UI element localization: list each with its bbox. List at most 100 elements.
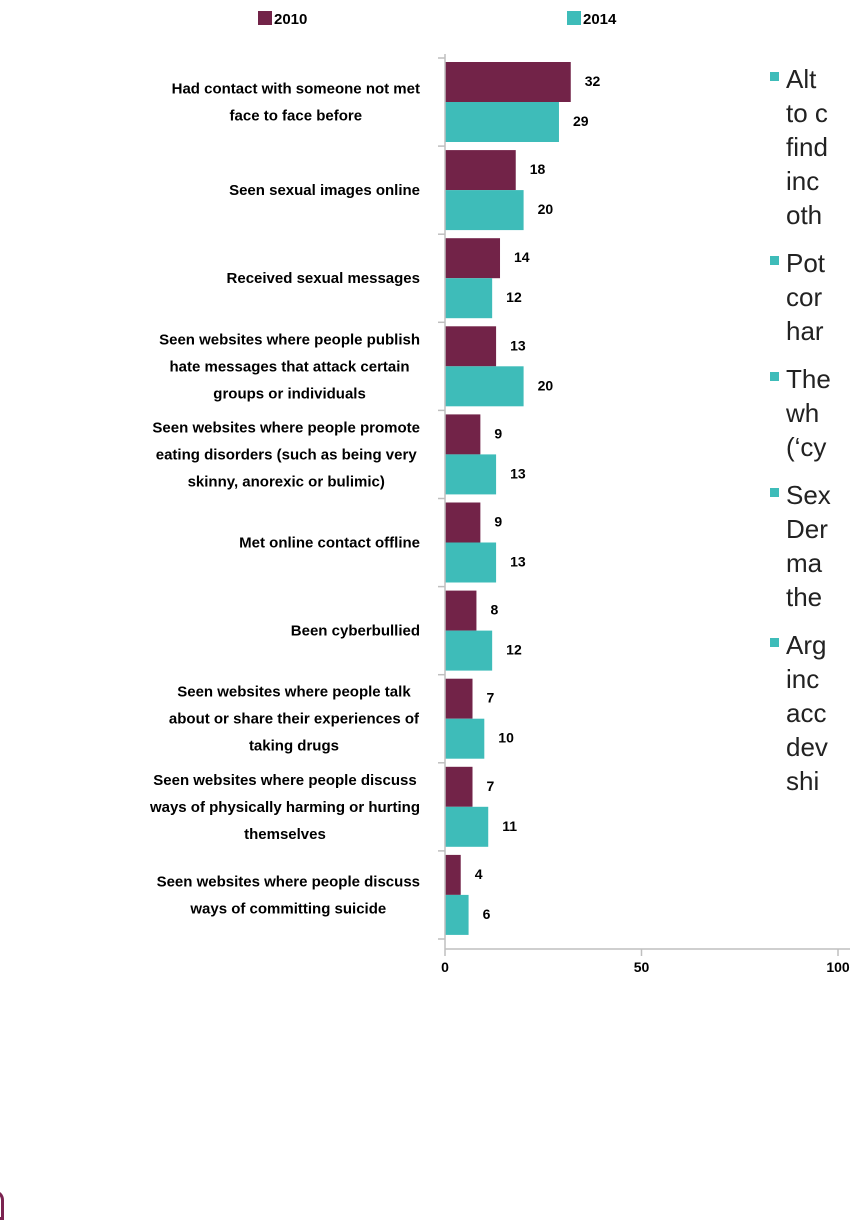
note-line: oth (786, 200, 823, 230)
note-line: acc (786, 698, 827, 728)
x-tick-label: 0 (441, 959, 449, 975)
category-label: Seen websites where people discuss ways o… (149, 772, 420, 843)
note-item: Alt to c find inc oth (770, 62, 850, 232)
category-label-line: Had contact with someone not met (172, 81, 420, 98)
bar-2010 (445, 62, 571, 102)
bar-2010 (445, 326, 497, 367)
category-label-line: skinny, anorexic or bulimic) (188, 473, 385, 490)
note-line: shi (786, 766, 820, 796)
value-label-2014: 11 (502, 818, 517, 834)
bar-2014 (445, 542, 497, 583)
category-label-line: Seen websites where people talk (177, 684, 411, 701)
note-line: Sex (786, 480, 831, 510)
category-label: Seen websites where people discuss ways o… (157, 873, 420, 917)
category-label: Been cyberbullied (291, 623, 420, 640)
category-label-line: Seen websites where people discuss (157, 873, 420, 890)
bar-2010 (445, 766, 473, 807)
notes-panel: Alt to c find inc oth Pot cor har The wh (‘cy Sex De… (770, 62, 850, 1062)
note-line: dev (786, 732, 828, 762)
x-tick-label: 50 (634, 959, 650, 975)
note-line: Pot (786, 248, 826, 278)
bullet-icon (770, 256, 779, 265)
value-label-2014: 20 (538, 377, 554, 393)
note-line: The (786, 364, 831, 394)
bar-2010 (445, 590, 477, 631)
note-line: find (786, 132, 828, 162)
note-line: to c (786, 98, 828, 128)
category-label: Received sexual messages (227, 270, 420, 287)
bar-2010 (445, 414, 481, 455)
value-label-2014: 10 (498, 730, 514, 746)
category-label-line: Seen websites where people publish (159, 331, 420, 348)
category-label: Had contact with someone not met face to … (172, 81, 420, 125)
note-line: inc (786, 664, 820, 694)
note-line: Alt (786, 64, 817, 94)
value-label-2014: 12 (506, 642, 522, 658)
note-line: har (786, 316, 824, 346)
value-label-2010: 14 (514, 249, 530, 265)
bar-2014 (445, 366, 524, 407)
category-label-line: face to face before (230, 108, 363, 125)
category-label: Seen websites where people promote eating… (152, 419, 420, 490)
value-label-2010: 13 (510, 337, 526, 353)
bar-2014 (445, 894, 469, 935)
note-line: inc (786, 166, 820, 196)
bullet-icon (770, 372, 779, 381)
bullet-icon (770, 488, 779, 497)
category-label: Seen sexual images online (229, 182, 420, 199)
bar-2014 (445, 102, 559, 142)
category-label: Seen websites where people talk about or … (169, 684, 420, 755)
category-label: Seen websites where people publish hate m… (159, 331, 420, 402)
note-line: wh (786, 398, 820, 428)
bar-2014 (445, 454, 497, 495)
bar-2010 (445, 150, 516, 191)
bar-2010 (445, 678, 473, 719)
note-item: The wh (‘cy (770, 362, 850, 464)
value-label-2014: 29 (573, 113, 589, 129)
value-label-2010: 18 (530, 161, 546, 177)
bar-2010 (445, 502, 481, 543)
value-label-2014: 13 (510, 554, 526, 570)
note-line: the (786, 582, 823, 612)
bullet-icon (770, 638, 779, 647)
legend-swatch-2010 (258, 11, 272, 25)
legend-label-2010: 2010 (274, 11, 307, 28)
bar-2014 (445, 718, 485, 759)
category-label: Met online contact offline (239, 535, 420, 552)
value-label-2010: 32 (585, 73, 601, 89)
category-label-line: Seen websites where people discuss (153, 772, 416, 789)
note-line: Arg (786, 630, 827, 660)
value-label-2010: 9 (494, 425, 502, 441)
value-label-2010: 7 (487, 778, 495, 794)
value-label-2014: 13 (510, 465, 526, 481)
bar-2014 (445, 278, 493, 319)
value-label-2014: 6 (483, 906, 491, 922)
legend-label-2014: 2014 (583, 11, 617, 28)
x-tick-label: 100 (826, 959, 850, 975)
note-item: Arg inc acc dev shi (770, 628, 850, 798)
category-label-line: Received sexual messages (227, 270, 420, 287)
note-item: Sex Der ma the (770, 478, 850, 614)
category-label-line: ways of committing suicide (189, 900, 386, 917)
value-label-2010: 8 (490, 602, 498, 618)
value-label-2010: 9 (494, 514, 502, 530)
legend-swatch-2014 (567, 11, 581, 25)
category-label-line: Been cyberbullied (291, 623, 420, 640)
bullet-icon (770, 72, 779, 81)
category-label-line: eating disorders (such as being very (156, 446, 418, 463)
category-label-line: hate messages that attack certain (169, 358, 409, 375)
category-label-line: Seen sexual images online (229, 182, 420, 199)
value-label-2014: 20 (538, 201, 554, 217)
bar-2014 (445, 806, 489, 847)
bar-2014 (445, 630, 493, 671)
note-line: (‘cy (786, 432, 827, 462)
bar-2010 (445, 238, 501, 279)
category-label-line: themselves (244, 826, 326, 843)
note-line: cor (786, 282, 823, 312)
value-label-2014: 12 (506, 289, 522, 305)
category-label-line: groups or individuals (213, 385, 366, 402)
note-line: ma (786, 548, 823, 578)
category-label-line: Met online contact offline (239, 535, 420, 552)
category-label-line: ways of physically harming or hurting (149, 799, 420, 816)
